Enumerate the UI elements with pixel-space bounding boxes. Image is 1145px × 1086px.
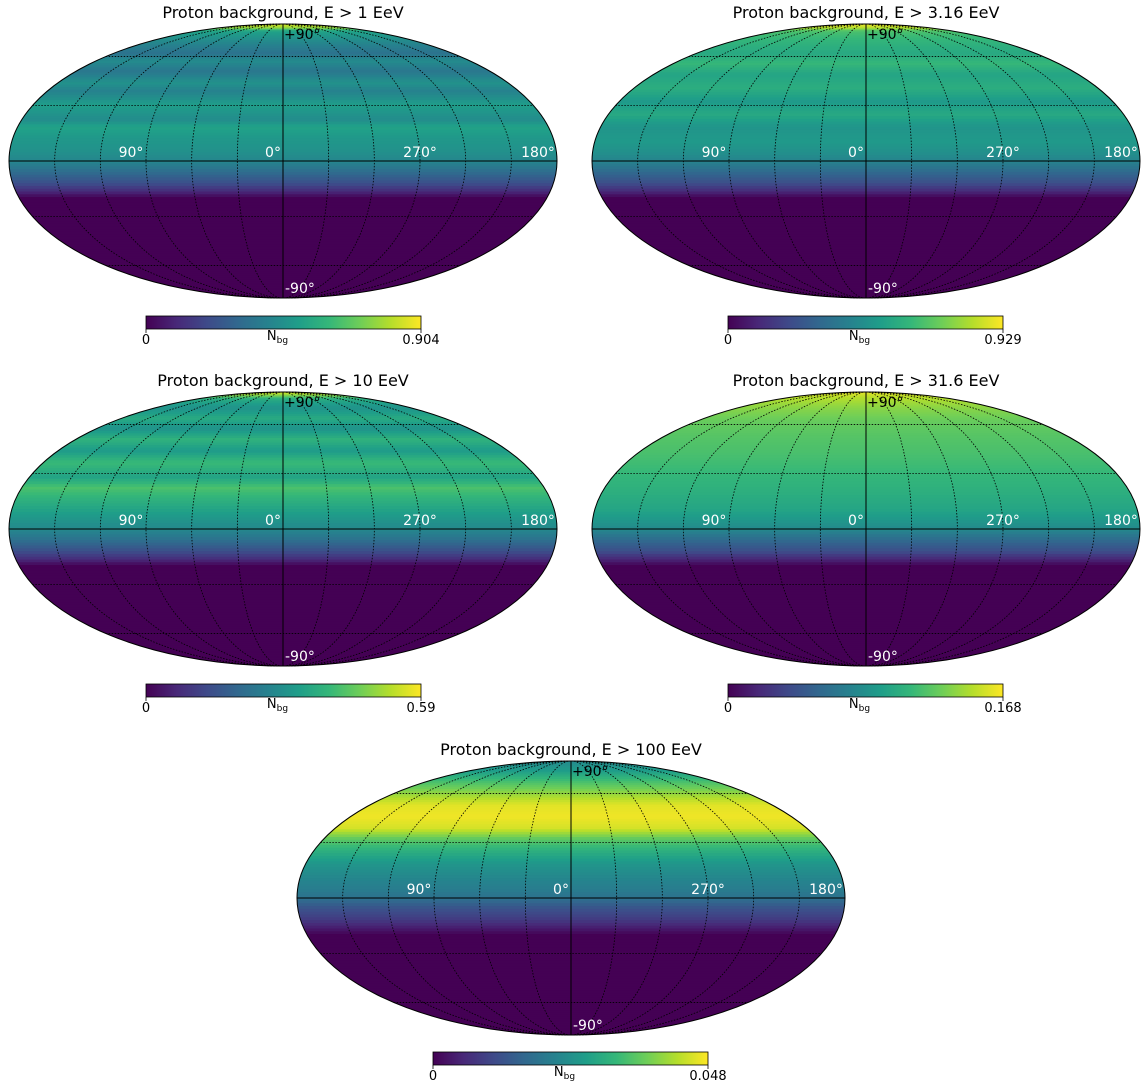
colorbar-label-sub: bg xyxy=(277,704,288,714)
graticule xyxy=(9,391,557,667)
meridian-line xyxy=(236,23,284,299)
longitude-label: 270° xyxy=(403,513,437,529)
map-outline xyxy=(591,391,1141,667)
panel-title: Proton background, E > 3.16 EeV xyxy=(733,3,1000,22)
colorbar-label: Nbg xyxy=(554,1065,575,1082)
colorbar-label: Nbg xyxy=(267,329,288,346)
colorbar-label-sub: bg xyxy=(277,336,288,346)
sky-map-panel: Proton background, E > 31.6 EeV 90° 0° 270°… xyxy=(591,371,1141,716)
colorbar-label: Nbg xyxy=(849,697,870,714)
longitude-label: 180° xyxy=(521,513,555,529)
colorbar: 0 0.59 Nbg xyxy=(142,683,436,716)
colorbar-label-sub: bg xyxy=(859,336,870,346)
colorbar-label-main: N xyxy=(267,697,277,712)
sky-map-panel: Proton background, E > 100 EeV 90° 0° 270° 1… xyxy=(296,740,846,1084)
colorbar-label-main: N xyxy=(554,1065,564,1080)
longitude-label: 90° xyxy=(702,513,727,529)
longitude-label: 270° xyxy=(691,882,725,898)
longitude-label: 0° xyxy=(553,882,569,898)
longitude-label: 180° xyxy=(1104,145,1138,161)
colorbar-gradient xyxy=(145,315,422,330)
longitude-label: 180° xyxy=(1104,513,1138,529)
panel-title: Proton background, E > 100 EeV xyxy=(440,740,702,759)
panel-title: Proton background, E > 10 EeV xyxy=(157,371,409,390)
meridian-line xyxy=(570,760,618,1036)
colorbar-min-label: 0 xyxy=(724,701,732,716)
latitude-label-north: +90° xyxy=(867,27,904,43)
longitude-label: 90° xyxy=(702,145,727,161)
sky-map-panel: Proton background, E > 3.16 EeV 90° 0° 270°… xyxy=(591,3,1141,348)
latitude-label-south: -90° xyxy=(868,649,898,665)
colorbar-min-label: 0 xyxy=(142,701,150,716)
colorbar-label-sub: bg xyxy=(564,1072,575,1082)
colorbar: 0 0.048 Nbg xyxy=(429,1051,727,1084)
colorbar-gradient xyxy=(145,683,422,698)
sky-map-panel: Proton background, E > 10 EeV 90° 0° 270° 18… xyxy=(8,371,558,716)
colorbar-max-label: 0.929 xyxy=(984,333,1021,348)
meridian-line xyxy=(819,23,867,299)
map-outline xyxy=(8,391,558,667)
graticule xyxy=(9,23,557,299)
colorbar-min-label: 0 xyxy=(724,333,732,348)
graticule xyxy=(592,23,1140,299)
panel-title: Proton background, E > 31.6 EeV xyxy=(733,371,1000,390)
longitude-label: 270° xyxy=(986,513,1020,529)
colorbar: 0 0.904 Nbg xyxy=(142,315,440,348)
meridian-line xyxy=(819,391,867,667)
longitude-label: 180° xyxy=(809,882,843,898)
colorbar-label: Nbg xyxy=(849,329,870,346)
colorbar-label: Nbg xyxy=(267,697,288,714)
longitude-label: 270° xyxy=(403,145,437,161)
longitude-label: 0° xyxy=(848,513,864,529)
longitude-label: 0° xyxy=(265,513,281,529)
meridian-line xyxy=(865,391,913,667)
meridian-line xyxy=(524,760,572,1036)
latitude-label-north: +90° xyxy=(572,764,609,780)
colorbar-label-main: N xyxy=(267,329,277,344)
colorbar-max-label: 0.904 xyxy=(402,333,439,348)
meridian-line xyxy=(282,391,330,667)
latitude-label-south: -90° xyxy=(285,281,315,297)
colorbar-max-label: 0.048 xyxy=(689,1069,726,1084)
map-outline xyxy=(8,23,558,299)
colorbar-gradient xyxy=(432,1051,709,1066)
colorbar-max-label: 0.59 xyxy=(407,701,436,716)
colorbar: 0 0.929 Nbg xyxy=(724,315,1022,348)
latitude-label-south: -90° xyxy=(285,649,315,665)
meridian-line xyxy=(865,23,913,299)
colorbar-min-label: 0 xyxy=(429,1069,437,1084)
map-outline xyxy=(591,23,1141,299)
colorbar-max-label: 0.168 xyxy=(984,701,1021,716)
colorbar-min-label: 0 xyxy=(142,333,150,348)
latitude-label-north: +90° xyxy=(867,395,904,411)
sky-map-panel: Proton background, E > 1 EeV 90° 0° 270° 180… xyxy=(8,3,558,348)
latitude-label-south: -90° xyxy=(868,281,898,297)
colorbar-label-sub: bg xyxy=(859,704,870,714)
latitude-label-north: +90° xyxy=(284,395,321,411)
longitude-label: 90° xyxy=(119,513,144,529)
longitude-label: 90° xyxy=(407,882,432,898)
map-outline xyxy=(296,760,846,1036)
longitude-label: 270° xyxy=(986,145,1020,161)
latitude-label-south: -90° xyxy=(573,1018,603,1034)
graticule xyxy=(297,760,845,1036)
graticule xyxy=(592,391,1140,667)
panel-title: Proton background, E > 1 EeV xyxy=(162,3,403,22)
meridian-line xyxy=(282,23,330,299)
longitude-label: 180° xyxy=(521,145,555,161)
colorbar-gradient xyxy=(727,683,1004,698)
meridian-line xyxy=(236,391,284,667)
colorbar-label-main: N xyxy=(849,697,859,712)
colorbar-label-main: N xyxy=(849,329,859,344)
colorbar-gradient xyxy=(727,315,1004,330)
longitude-label: 0° xyxy=(265,145,281,161)
longitude-label: 0° xyxy=(848,145,864,161)
latitude-label-north: +90° xyxy=(284,27,321,43)
longitude-label: 90° xyxy=(119,145,144,161)
colorbar: 0 0.168 Nbg xyxy=(724,683,1022,716)
